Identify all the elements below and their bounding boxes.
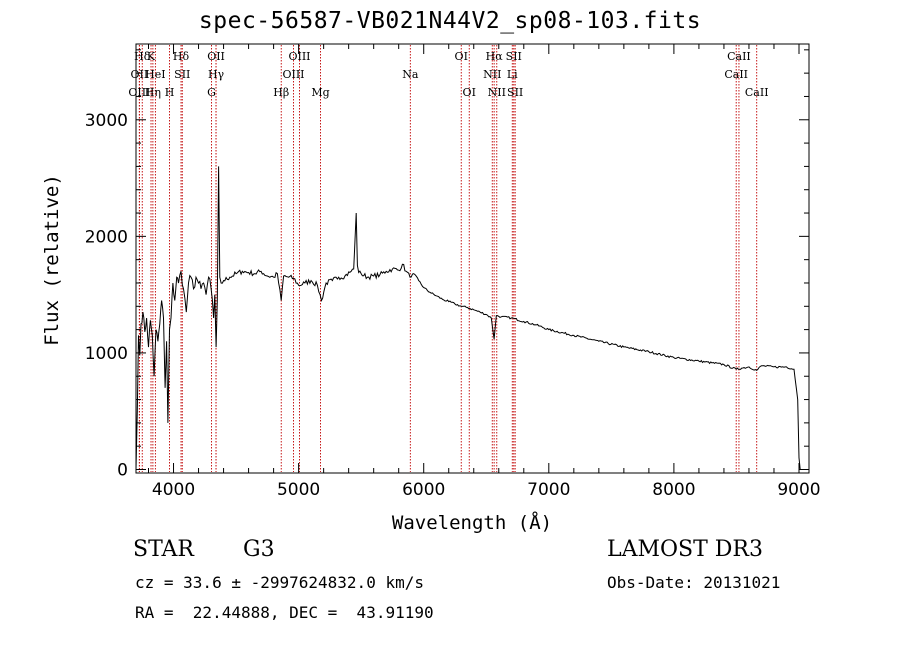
spectral-line-label: OII	[207, 50, 225, 63]
spectral-line-label: Hα	[486, 50, 504, 63]
y-tick-label: 1000	[85, 344, 128, 364]
spectral-line-label: K	[147, 50, 156, 63]
spectral-line-label: Mg	[311, 86, 329, 99]
spectral-line-label: OI	[455, 50, 468, 63]
y-tick-label: 2000	[85, 227, 128, 247]
x-axis-label: Wavelength (Å)	[392, 511, 552, 534]
redshift-cz: cz = 33.6 ± -2997624832.0 km/s	[135, 573, 424, 592]
x-tick-label: 5000	[277, 480, 320, 500]
spectral-line-label: OI	[463, 86, 476, 99]
object-class: STAR	[133, 537, 194, 562]
spectral-line-label: OIII	[282, 68, 304, 81]
spectral-line-label: NII	[483, 68, 501, 81]
spectral-line-label: SII	[507, 86, 523, 99]
spectral-line-label: CaII	[724, 68, 748, 81]
x-tick-label: 4000	[152, 480, 195, 500]
spectral-line-label: Na	[402, 68, 419, 81]
spectral-line-label: Hδ	[134, 50, 151, 63]
axis-tick-labels: 4000 5000 6000 7000 8000 9000 0 1000 2000 3000	[85, 111, 821, 500]
spectral-line-label: G	[207, 86, 216, 99]
spectral-line-label: Hβ	[273, 86, 289, 99]
y-axis-label: Flux (relative)	[41, 174, 63, 346]
plot-frame	[135, 43, 810, 474]
spectral-line-label: OIII	[288, 50, 310, 63]
x-tick-label: 7000	[527, 480, 570, 500]
y-tick-label: 3000	[85, 111, 128, 131]
spectral-line-label: Li	[507, 68, 518, 81]
spectral-line-label: NII	[488, 86, 506, 99]
spectrum-series	[135, 166, 801, 470]
y-tick-label: 0	[117, 461, 128, 481]
axis-ticks	[136, 44, 809, 473]
object-subclass: G3	[243, 537, 275, 562]
coordinates: RA = 22.44888, DEC = 43.91190	[135, 603, 434, 622]
spectral-line-label: OIII	[128, 86, 150, 99]
chart-title: spec-56587-VB021N44V2_sp08-103.fits	[198, 8, 702, 34]
x-tick-label: 9000	[777, 480, 820, 500]
spectral-line-label: SII	[506, 50, 522, 63]
spectral-line-label: Hδ	[173, 50, 190, 63]
spectral-line-label: CaII	[745, 86, 769, 99]
x-tick-label: 6000	[402, 480, 445, 500]
spectral-line-label: Hγ	[208, 68, 225, 81]
observation-date: Obs-Date: 20131021	[607, 573, 781, 592]
spectral-line-label: H	[165, 86, 175, 99]
spectral-line-label: HeI	[145, 68, 165, 81]
x-tick-label: 8000	[652, 480, 695, 500]
spectral-line-label: OII	[131, 68, 149, 81]
spectral-line-label: CaII	[727, 50, 751, 63]
spectral-line-label: Hη	[145, 86, 161, 99]
survey-name: LAMOST DR3	[607, 537, 763, 562]
spectral-line-markers	[138, 45, 758, 472]
spectral-line-label: SII	[174, 68, 190, 81]
